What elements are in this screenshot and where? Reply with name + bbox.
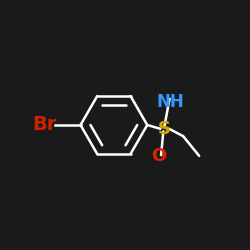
Text: NH: NH [157,92,184,110]
Text: Br: Br [32,116,57,134]
Text: S: S [158,120,171,138]
Text: O: O [152,147,167,165]
